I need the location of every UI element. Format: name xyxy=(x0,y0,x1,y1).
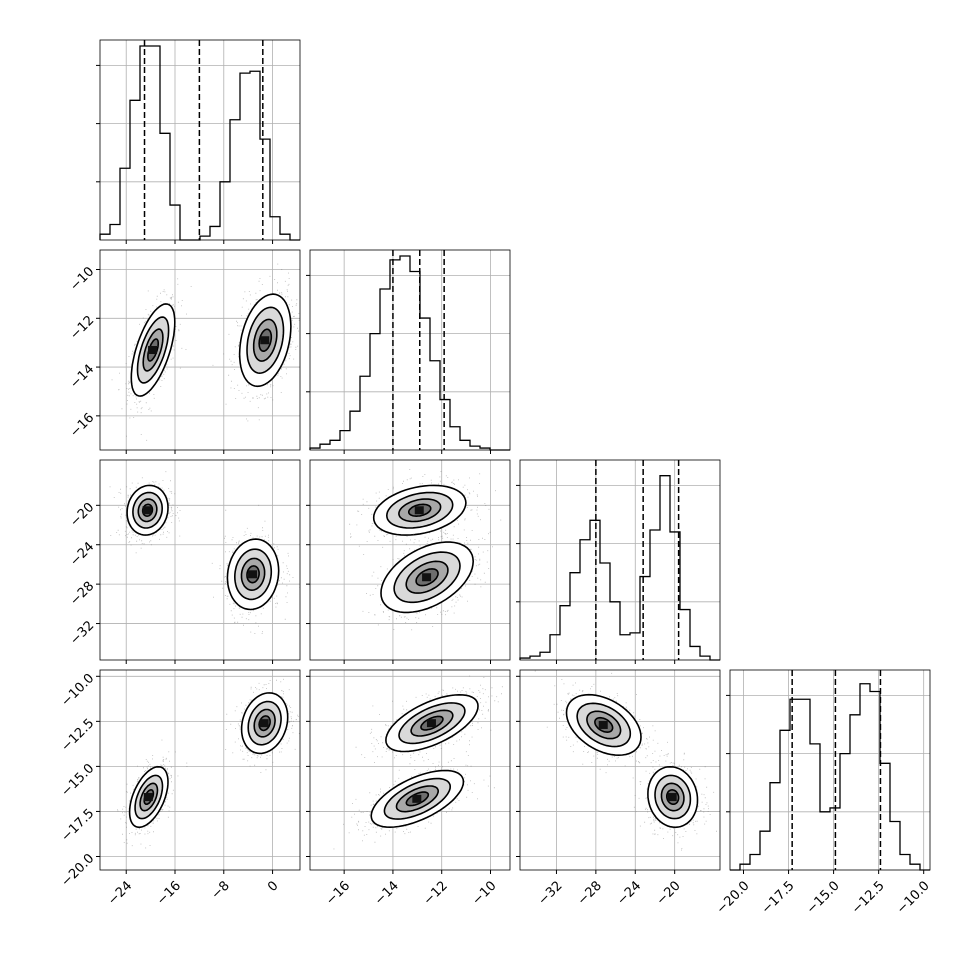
y-tick-label: −17.5 xyxy=(59,806,98,845)
panel-frame xyxy=(99,669,301,871)
density-peak xyxy=(143,793,153,802)
panel-frame xyxy=(519,459,721,661)
panel-frame xyxy=(729,669,931,871)
density-peak xyxy=(142,506,152,515)
histogram-panel-2 xyxy=(516,459,721,664)
x-tick-label: −12 xyxy=(421,878,451,908)
y-tick-label: −12.5 xyxy=(59,716,98,755)
panel-frame xyxy=(99,459,301,661)
histogram-panel-0 xyxy=(96,39,301,244)
panel-content xyxy=(310,460,510,660)
density-peak xyxy=(422,573,432,582)
x-tick-label: −17.5 xyxy=(759,878,798,917)
panel-content xyxy=(310,670,510,870)
panel-content xyxy=(100,250,300,450)
x-tick-label: −16 xyxy=(154,878,184,908)
panel-frame xyxy=(99,39,301,241)
histogram-panel-1 xyxy=(306,249,511,454)
density-peak xyxy=(148,346,158,354)
panel-frame xyxy=(309,249,511,451)
y-tick-label: −15.0 xyxy=(59,761,98,800)
density-peak xyxy=(426,719,436,728)
panel-frame xyxy=(99,249,301,451)
density-peak xyxy=(598,720,608,729)
density-peak xyxy=(259,719,269,728)
density-peak xyxy=(412,794,422,803)
histogram-series xyxy=(309,255,510,451)
x-tick-label: −20.0 xyxy=(714,878,753,917)
x-tick-label: −12.5 xyxy=(849,878,888,917)
scatter-points xyxy=(211,504,300,634)
y-tick-label: −14 xyxy=(67,362,97,392)
y-tick-label: −10.0 xyxy=(59,671,98,710)
x-tick-label: −10 xyxy=(470,878,500,908)
x-tick-label: −24 xyxy=(614,878,644,908)
histogram-series xyxy=(519,475,720,661)
histogram-panel-3: −20.0 −17.5 −15.0 −12.5 −10.0 xyxy=(714,669,933,917)
pair-panel-2-1 xyxy=(306,459,511,664)
panel-frame xyxy=(309,459,511,661)
x-tick-label: −32 xyxy=(535,878,565,908)
x-tick-label: −8 xyxy=(209,878,233,902)
density-peak xyxy=(414,506,424,515)
y-tick-label: −12 xyxy=(67,313,97,343)
panel-content xyxy=(520,670,720,870)
x-tick-label: 0 xyxy=(265,878,281,894)
pair-panel-3-2: −32 −28 −24 −20 xyxy=(516,669,721,908)
x-tick-label: −14 xyxy=(372,878,402,908)
y-tick-label: −24 xyxy=(67,539,97,569)
x-tick-label: −15.0 xyxy=(804,878,843,917)
x-tick-label: −28 xyxy=(575,878,605,908)
panel-frame xyxy=(519,669,721,871)
y-tick-label: −20 xyxy=(67,500,97,530)
x-tick-label: −16 xyxy=(323,878,353,908)
y-tick-label: −20.0 xyxy=(59,851,98,890)
y-tick-label: −32 xyxy=(67,618,97,648)
pair-panel-3-0: −20.0 −17.5 −15.0 −12.5 −10.0 −24 −16 −8 0 xyxy=(59,669,301,908)
x-tick-label: −20 xyxy=(654,878,684,908)
density-peak xyxy=(248,570,258,579)
panel-frame xyxy=(309,669,511,871)
density-peak xyxy=(667,793,677,802)
y-tick-label: −28 xyxy=(67,579,97,609)
y-tick-label: −16 xyxy=(67,411,97,441)
pair-panel-2-0: −32 −28 −24 −20 xyxy=(67,459,301,664)
panel-content xyxy=(100,670,300,870)
y-tick-label: −10 xyxy=(67,264,97,294)
histogram-series xyxy=(99,45,300,241)
x-tick-label: −24 xyxy=(105,878,135,908)
pair-panel-1-0: −16 −14 −12 −10 xyxy=(67,249,301,454)
pair-panel-3-1: −16 −14 −12 −10 xyxy=(306,669,511,908)
histogram-series xyxy=(730,683,930,871)
panel-content xyxy=(100,460,300,660)
x-tick-label: −10.0 xyxy=(894,878,933,917)
density-peak xyxy=(260,336,270,345)
